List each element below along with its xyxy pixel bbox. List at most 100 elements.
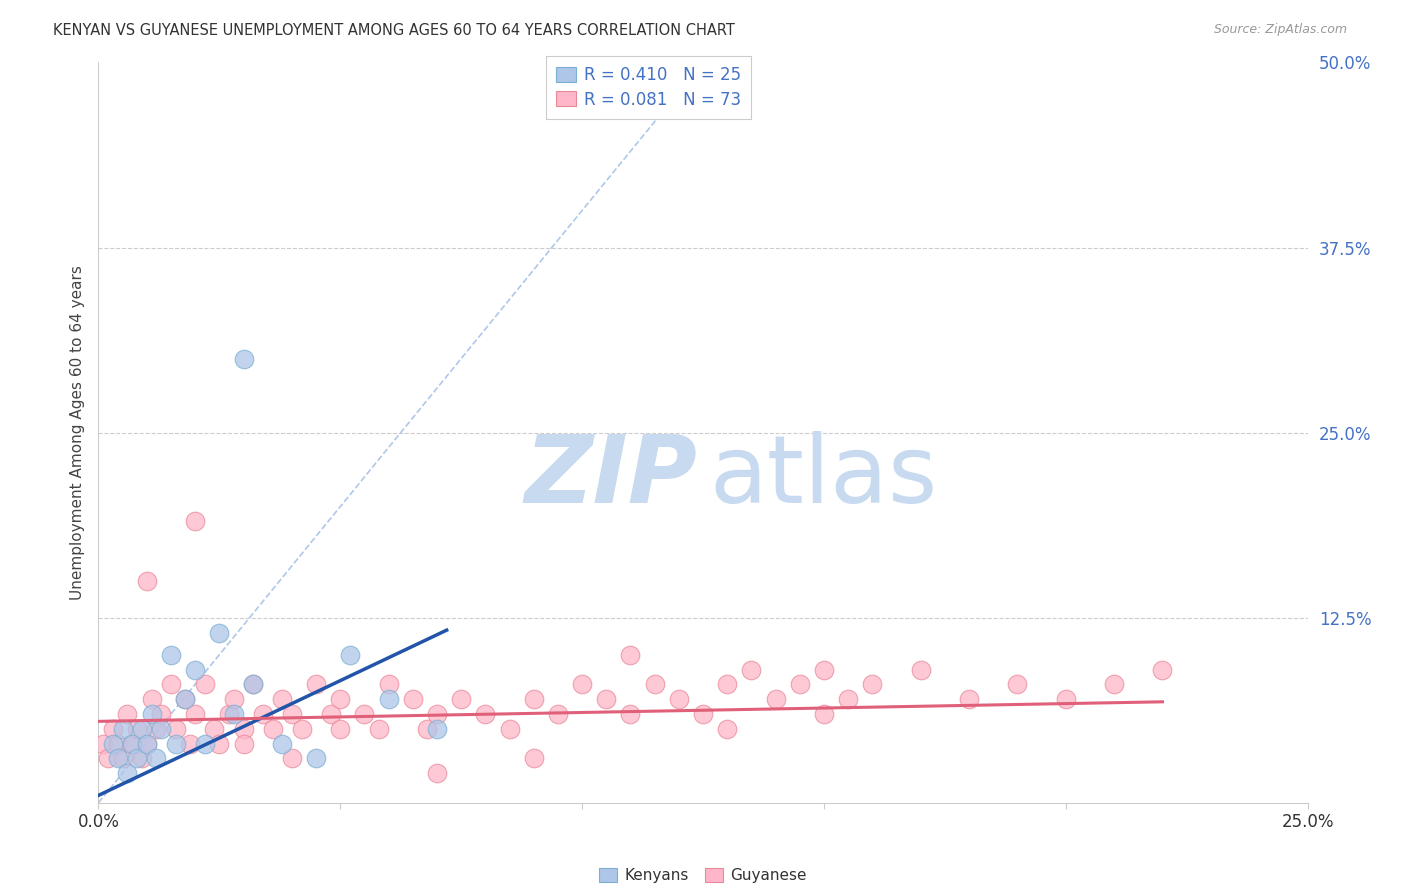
Point [571,677,593,691]
Point [377,677,399,691]
Point [910,663,932,677]
Point [101,737,124,751]
Point [184,515,207,529]
Point [252,706,274,721]
Point [145,751,167,765]
Point [740,663,762,677]
Point [329,722,352,736]
Point [377,692,399,706]
Point [145,722,167,736]
Point [150,706,173,721]
Point [179,737,201,751]
Point [426,722,449,736]
Point [184,663,207,677]
Point [232,737,254,751]
Point [813,663,835,677]
Point [174,692,197,706]
Point [619,648,641,662]
Point [184,706,207,721]
Point [402,692,425,706]
Point [107,751,129,765]
Point [523,751,546,765]
Point [281,706,304,721]
Point [111,722,134,736]
Point [523,692,546,706]
Point [150,722,173,736]
Point [290,722,312,736]
Point [222,706,245,721]
Y-axis label: Unemployment Among Ages 60 to 64 years: Unemployment Among Ages 60 to 64 years [70,265,86,600]
Point [498,722,520,736]
Point [271,737,294,751]
Point [232,722,254,736]
Text: atlas: atlas [709,431,938,523]
Point [1007,677,1029,691]
Point [426,706,449,721]
Point [789,677,811,691]
Point [319,706,342,721]
Point [107,737,129,751]
Point [117,706,139,721]
Point [353,706,375,721]
Point [957,692,980,706]
Point [135,574,157,588]
Point [160,648,183,662]
Point [121,737,143,751]
Point [160,677,183,691]
Point [111,751,134,765]
Point [716,722,738,736]
Text: Source: ZipAtlas.com: Source: ZipAtlas.com [1213,23,1347,37]
Point [329,692,352,706]
Text: ZIP: ZIP [524,431,697,523]
Point [692,706,714,721]
Point [208,737,231,751]
Point [194,737,217,751]
Point [222,692,245,706]
Point [204,722,226,736]
Point [668,692,690,706]
Point [242,677,264,691]
Text: KENYAN VS GUYANESE UNEMPLOYMENT AMONG AGES 60 TO 64 YEARS CORRELATION CHART: KENYAN VS GUYANESE UNEMPLOYMENT AMONG AG… [53,23,735,38]
Point [271,692,294,706]
Point [97,751,120,765]
Point [218,706,240,721]
Point [368,722,391,736]
Point [305,677,328,691]
Point [131,722,153,736]
Point [194,677,217,691]
Point [131,751,153,765]
Point [595,692,617,706]
Point [242,677,264,691]
Point [208,625,231,640]
Point [1102,677,1125,691]
Point [127,751,149,765]
Point [101,722,124,736]
Point [644,677,666,691]
Point [262,722,284,736]
Point [426,766,449,780]
Point [141,692,163,706]
Point [174,692,197,706]
Point [117,766,139,780]
Point [165,722,187,736]
Point [1152,663,1174,677]
Point [135,737,157,751]
Point [860,677,883,691]
Point [281,751,304,765]
Point [127,722,149,736]
Point [547,706,569,721]
Point [619,706,641,721]
Point [121,737,143,751]
Point [716,677,738,691]
Point [474,706,496,721]
Point [305,751,328,765]
Point [135,737,157,751]
Point [91,737,114,751]
Point [813,706,835,721]
Point [765,692,787,706]
Point [232,351,254,366]
Legend: Kenyans, Guyanese: Kenyans, Guyanese [593,863,813,889]
Point [450,692,472,706]
Point [165,737,187,751]
Point [141,706,163,721]
